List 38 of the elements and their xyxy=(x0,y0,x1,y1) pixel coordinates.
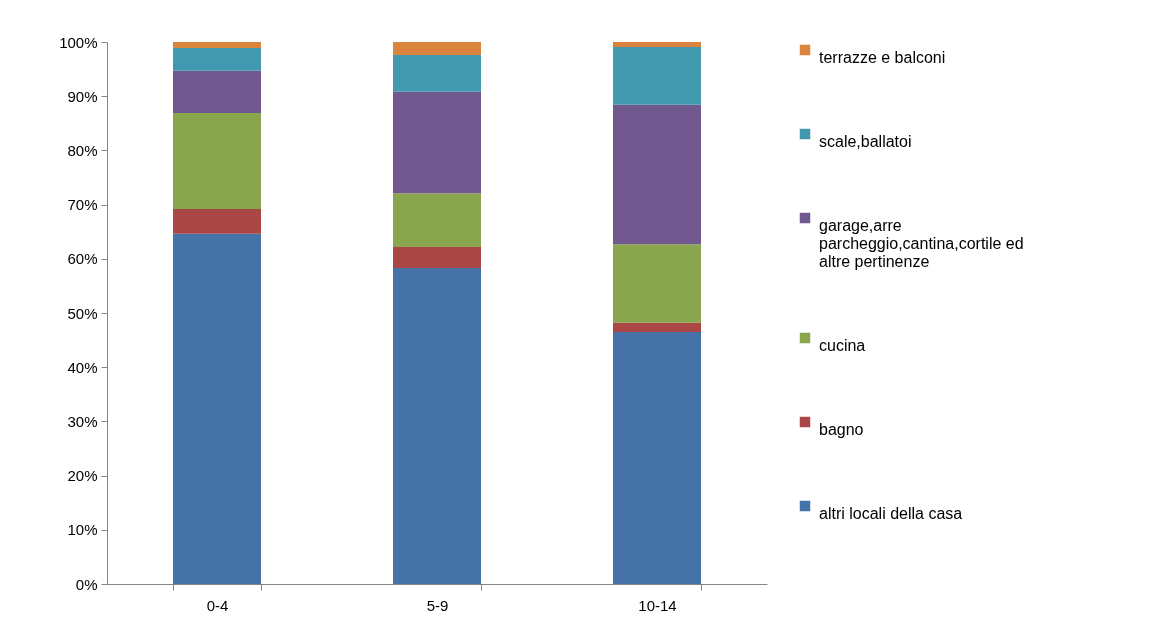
bar xyxy=(393,42,481,56)
y-tick-label: 30% xyxy=(67,412,98,430)
y-tick-label: 20% xyxy=(67,467,98,485)
bar xyxy=(173,42,261,48)
bar xyxy=(613,46,701,105)
bar xyxy=(393,55,481,92)
x-tick-label: 10-14 xyxy=(638,596,677,614)
bar xyxy=(173,208,261,234)
y-tick-label: 50% xyxy=(67,304,98,322)
bar xyxy=(173,113,261,209)
bar xyxy=(173,47,261,71)
bar xyxy=(613,244,701,323)
legend-label: altri locali della casa xyxy=(819,505,963,522)
legend-label: terrazze e balconi xyxy=(819,49,946,66)
legend-label: cucina xyxy=(819,337,866,354)
y-tick-label: 60% xyxy=(67,250,98,268)
y-tick-label: 0% xyxy=(75,575,98,593)
y-tick-label: 100% xyxy=(59,33,98,51)
bar xyxy=(393,246,481,269)
y-tick-label: 40% xyxy=(67,358,98,376)
y-tick-label: 10% xyxy=(67,521,98,539)
bar xyxy=(613,322,701,332)
bar xyxy=(613,104,701,245)
y-tick-label: 80% xyxy=(67,141,98,159)
legend-label: garage,arre parcheggio,cantina,cortile ed altre pertinenze xyxy=(819,217,1024,270)
legend-label: bagno xyxy=(819,421,864,438)
bar xyxy=(613,331,701,584)
x-tick-label: 5-9 xyxy=(426,596,449,614)
y-tick-label: 90% xyxy=(67,87,98,105)
legend-label: scale,ballatoi xyxy=(819,133,912,150)
bar xyxy=(393,268,481,584)
bar xyxy=(613,42,701,47)
x-tick-label: 0-4 xyxy=(206,596,229,614)
bar xyxy=(393,91,481,194)
bar xyxy=(173,70,261,113)
bar xyxy=(393,193,481,247)
y-tick-label: 70% xyxy=(67,196,98,214)
bar xyxy=(173,233,261,584)
